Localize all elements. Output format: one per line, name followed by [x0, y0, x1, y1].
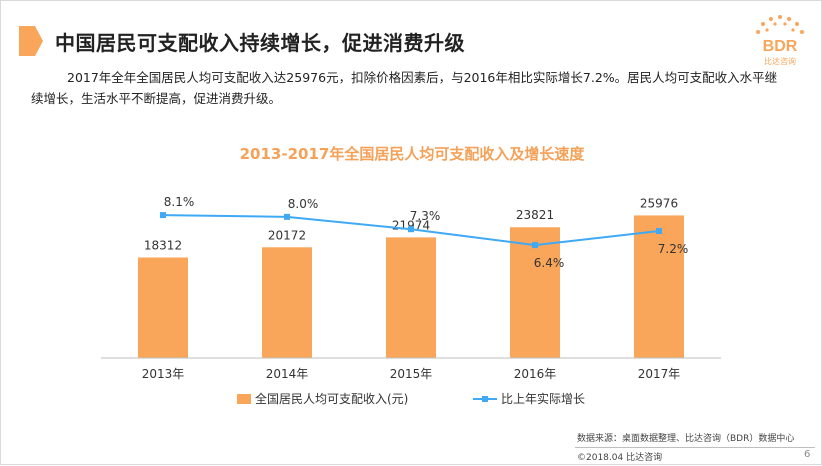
growth-label-2: 7.3% — [410, 209, 441, 223]
growth-label-1: 8.0% — [288, 197, 319, 211]
page-title: 中国居民可支配收入持续增长，促进消费升级 — [55, 31, 465, 55]
growth-label-3: 6.4% — [534, 256, 565, 270]
growth-marker-3 — [532, 242, 538, 249]
copyright: ©2018.04 比达咨询 — [577, 453, 663, 463]
growth-marker-4 — [656, 227, 662, 234]
chart-title: 2013-2017年全国居民人均可支配收入及增长速度 — [239, 145, 585, 163]
x-tick-label-4: 2017年 — [638, 367, 681, 381]
bar-value-label-4: 25976 — [640, 196, 678, 210]
x-tick-label-0: 2013年 — [142, 367, 185, 381]
x-tick-label-3: 2016年 — [514, 367, 557, 381]
growth-marker-1 — [284, 213, 290, 220]
legend-line-label: 比上年实际增长 — [501, 391, 585, 406]
legend-bar-label: 全国居民人均可支配收入(元) — [255, 391, 408, 406]
x-tick-label-2: 2015年 — [390, 367, 433, 381]
growth-marker-0 — [160, 212, 166, 219]
bar-0 — [138, 257, 188, 358]
summary-text: 2017年全年全国居民人均可支配收入达25976元，扣除价格因素后，与2016年… — [31, 70, 778, 106]
x-tick-label-1: 2014年 — [266, 367, 309, 381]
bar-4 — [634, 215, 684, 358]
page-number: 6 — [804, 449, 811, 460]
legend-bar-swatch — [237, 394, 251, 404]
bar-2 — [386, 237, 436, 358]
legend-line-marker — [482, 396, 488, 402]
footer-divider — [575, 447, 815, 448]
growth-label-0: 8.1% — [164, 195, 195, 209]
bdr-logo: BDR 比达咨询 — [756, 15, 804, 66]
bar-1 — [262, 247, 312, 358]
bar-value-label-3: 23821 — [516, 208, 554, 222]
logo-text: BDR — [763, 38, 798, 55]
bar-value-label-0: 18312 — [144, 238, 182, 252]
logo-subtext: 比达咨询 — [764, 56, 796, 66]
bar-3 — [510, 227, 560, 358]
data-source: 数据来源：桌面数据整理、比达咨询（BDR）数据中心 — [577, 434, 795, 444]
growth-label-4: 7.2% — [658, 242, 689, 256]
title-marker-icon — [19, 26, 43, 56]
growth-marker-2 — [408, 226, 414, 233]
bar-value-label-1: 20172 — [268, 228, 306, 242]
